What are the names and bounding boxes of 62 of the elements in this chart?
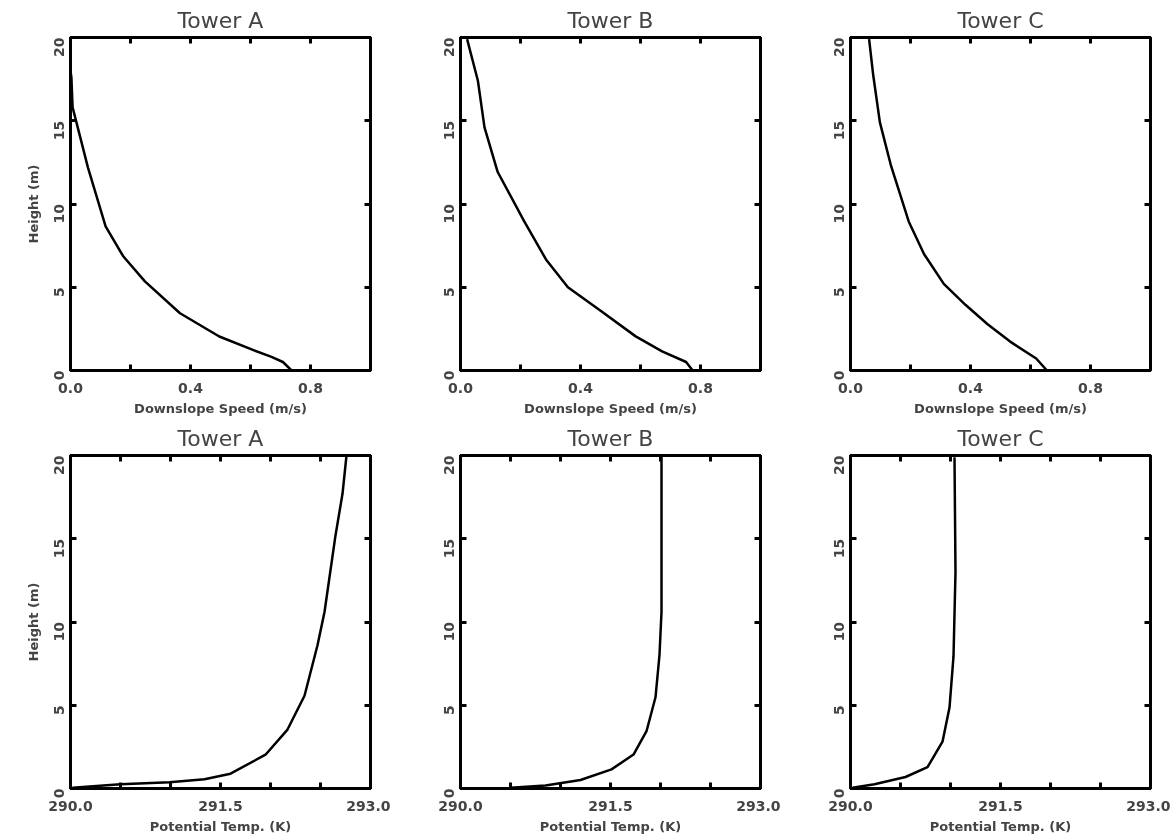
chart-title: Tower B (566, 7, 654, 33)
x-tick-label: 293.0 (736, 797, 781, 814)
chart-title: Tower C (956, 7, 1044, 33)
chart-title: Tower C (956, 425, 1044, 451)
y-tick-label: 5 (830, 705, 847, 715)
x-axis-title: Potential Temp. (K) (539, 818, 682, 834)
y-tick-label: 10 (830, 203, 847, 224)
y-tick-label: 15 (440, 120, 457, 141)
y-tick-label: 10 (440, 203, 457, 224)
x-axis-title: Downslope Speed (m/s) (914, 400, 1087, 416)
x-tick-label: 0.0 (448, 379, 474, 396)
y-tick-label: 20 (50, 37, 67, 57)
x-axis-title: Potential Temp. (K) (149, 818, 292, 834)
x-tick-label: 291.5 (198, 797, 243, 814)
y-axis-title: Height (m) (25, 164, 41, 244)
x-tick-label: 0.0 (58, 379, 84, 396)
x-tick-label: 0.4 (568, 379, 594, 396)
x-tick-label: 293.0 (1126, 797, 1171, 814)
y-tick-label: 15 (830, 120, 847, 141)
y-tick-label: 5 (830, 287, 847, 297)
x-tick-label: 0.4 (178, 379, 204, 396)
y-tick-label: 0 (830, 788, 847, 799)
y-tick-label: 20 (440, 455, 457, 475)
y-tick-label: 0 (830, 370, 847, 381)
y-tick-label: 10 (440, 621, 457, 642)
y-tick-label: 0 (440, 788, 457, 799)
x-axis-title: Potential Temp. (K) (929, 818, 1072, 834)
x-tick-label: 0.4 (958, 379, 984, 396)
y-tick-label: 20 (440, 37, 457, 57)
x-tick-label: 290.0 (828, 797, 873, 814)
x-axis-title: Downslope Speed (m/s) (524, 400, 697, 416)
y-tick-label: 10 (50, 203, 67, 224)
y-tick-label: 15 (830, 538, 847, 559)
y-tick-label: 5 (50, 287, 67, 297)
x-tick-label: 290.0 (438, 797, 483, 814)
chart-title: Tower A (176, 425, 264, 451)
chart-title: Tower B (566, 425, 654, 451)
y-tick-label: 15 (50, 120, 67, 141)
x-tick-label: 291.5 (978, 797, 1023, 814)
y-tick-label: 0 (50, 788, 67, 799)
x-tick-label: 0.8 (1078, 379, 1103, 396)
chart-title: Tower A (176, 7, 264, 33)
x-tick-label: 0.0 (838, 379, 864, 396)
x-axis-title: Downslope Speed (m/s) (134, 400, 307, 416)
y-axis-title: Height (m) (25, 582, 41, 662)
x-tick-label: 291.5 (588, 797, 633, 814)
y-tick-label: 10 (50, 621, 67, 642)
y-tick-label: 0 (440, 370, 457, 381)
y-tick-label: 15 (440, 538, 457, 559)
y-tick-label: 20 (830, 455, 847, 475)
x-tick-label: 0.8 (298, 379, 323, 396)
x-tick-label: 290.0 (48, 797, 93, 814)
y-tick-label: 5 (50, 705, 67, 715)
x-tick-label: 293.0 (346, 797, 391, 814)
y-tick-label: 0 (50, 370, 67, 381)
y-tick-label: 15 (50, 538, 67, 559)
x-tick-label: 0.8 (688, 379, 713, 396)
y-tick-label: 10 (830, 621, 847, 642)
y-tick-label: 5 (440, 287, 457, 297)
y-tick-label: 20 (50, 455, 67, 475)
y-tick-label: 5 (440, 705, 457, 715)
y-tick-label: 20 (830, 37, 847, 57)
